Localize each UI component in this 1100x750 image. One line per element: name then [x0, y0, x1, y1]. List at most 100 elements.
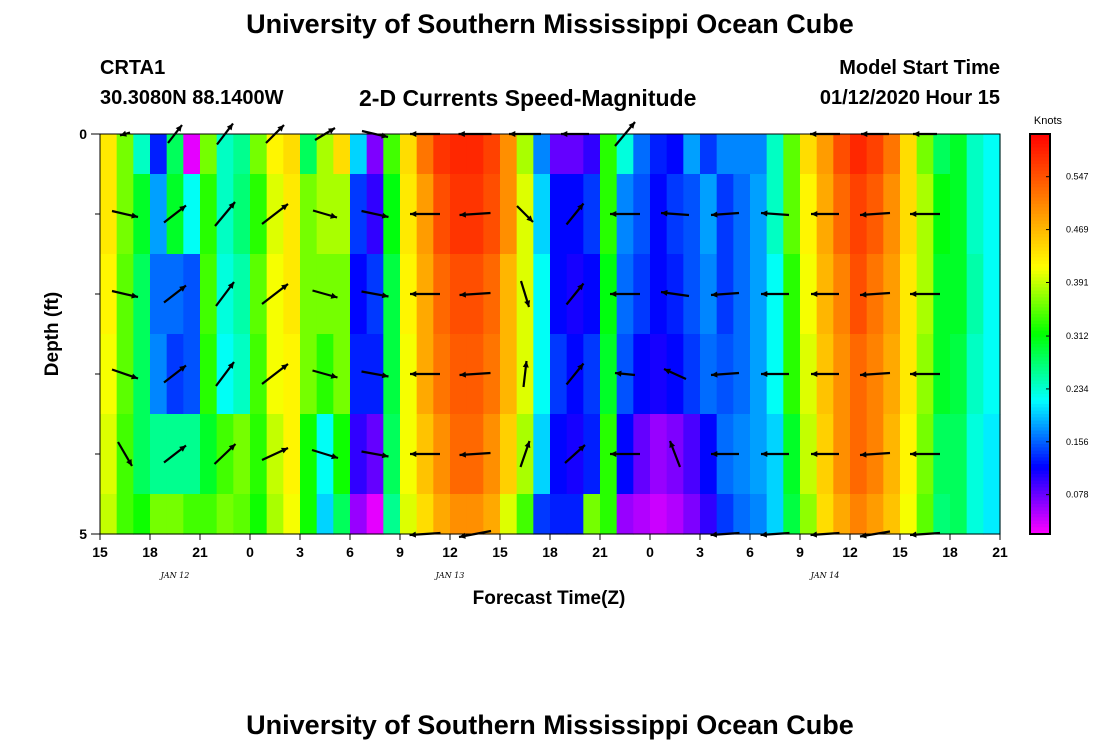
heatmap-cell: [900, 334, 918, 415]
colorbar-segment: [1030, 517, 1050, 522]
arrow-head: [577, 283, 584, 291]
heatmap-cell: [983, 494, 1001, 535]
heatmap-cell: [216, 494, 234, 535]
arrow-head: [860, 211, 867, 218]
heatmap-cell: [233, 494, 251, 535]
heatmap-cell: [333, 494, 351, 535]
colorbar-segment: [1030, 344, 1050, 348]
date-label: JAN 14: [809, 571, 840, 580]
heatmap-cell: [500, 134, 518, 175]
heatmap-cell: [733, 414, 751, 495]
colorbar-segment: [1030, 440, 1050, 445]
arrow-head: [226, 123, 233, 131]
heatmap-cell: [166, 134, 184, 175]
current-arrow: [760, 210, 790, 217]
heatmap-cell: [950, 414, 968, 495]
colorbar-segment: [1030, 470, 1050, 475]
arrow-head: [910, 211, 917, 217]
current-arrow: [111, 368, 139, 380]
heatmap-cell: [400, 414, 418, 495]
colorbar-segment: [1030, 147, 1050, 152]
colorbar-segment: [1030, 437, 1050, 442]
colorbar-segment: [1030, 387, 1050, 392]
arrow-head: [131, 292, 138, 299]
current-arrow: [261, 363, 289, 385]
x-tick-label: 6: [346, 544, 354, 560]
colorbar-segment: [1030, 290, 1050, 295]
arrow-head: [330, 292, 338, 299]
heatmap-cell: [283, 494, 301, 535]
heatmap-cell: [466, 134, 484, 175]
heatmap-cell: [800, 414, 818, 495]
date-label: JAN 12: [159, 571, 190, 580]
heatmap-cell: [533, 334, 551, 415]
colorbar-segment: [1030, 297, 1050, 302]
colorbar-segment: [1030, 530, 1050, 535]
heatmap-cell: [350, 414, 368, 495]
heatmap-cell: [233, 414, 251, 495]
heatmap-cell: [683, 254, 701, 335]
arrow-head: [526, 215, 533, 222]
arrow-head: [330, 372, 338, 379]
current-arrow: [660, 289, 690, 298]
heatmap-cell: [583, 414, 601, 495]
colorbar-segment: [1030, 220, 1050, 225]
colorbar-segment: [1030, 457, 1050, 462]
heatmap-cell: [650, 174, 668, 255]
current-arrow: [610, 451, 640, 457]
heatmap-cell: [600, 414, 618, 495]
colorbar-segment: [1030, 330, 1050, 335]
colorbar-segment: [1030, 304, 1050, 308]
arrow-head: [381, 452, 389, 459]
heatmap-cell: [283, 134, 301, 175]
x-tick-label: 6: [746, 544, 754, 560]
heatmap-cell: [700, 134, 718, 175]
current-arrow: [811, 291, 839, 297]
current-arrow: [522, 360, 529, 388]
arrow-head: [710, 531, 717, 538]
colorbar-segment: [1030, 487, 1050, 492]
heatmap-cell: [483, 334, 501, 415]
heatmap-cell: [250, 494, 268, 535]
heatmap-cell: [600, 174, 618, 255]
colorbar-segment: [1030, 347, 1050, 352]
heatmap-cell: [516, 134, 534, 175]
heatmap-cell: [700, 334, 718, 415]
heatmap-cell: [583, 134, 601, 175]
heatmap-cell: [566, 134, 584, 175]
heatmap-cell: [183, 254, 201, 335]
heatmap-cell: [883, 494, 901, 535]
heatmap-cell: [300, 174, 318, 255]
heatmap-cell: [600, 254, 618, 335]
heatmap-cell: [450, 334, 468, 415]
heatmap-cell: [733, 494, 751, 535]
heatmap-cell: [333, 174, 351, 255]
current-arrow: [910, 291, 940, 297]
heatmap-cell: [550, 134, 568, 175]
heatmap-cell: [333, 134, 351, 175]
heatmap-cell: [883, 414, 901, 495]
colorbar-segment: [1030, 287, 1050, 292]
current-arrow: [564, 444, 586, 464]
heatmap-cell: [433, 254, 451, 335]
heatmap-cell: [533, 134, 551, 175]
speed-heatmap: [100, 134, 1001, 535]
heatmap-cell: [650, 134, 668, 175]
arrow-head: [664, 368, 671, 375]
heatmap-cell: [966, 494, 984, 535]
colorbar-segment: [1030, 527, 1050, 532]
arrow-head: [860, 451, 867, 458]
colorbar-segment: [1030, 317, 1050, 322]
heatmap-cell: [500, 494, 518, 535]
colorbar-segment: [1030, 327, 1050, 332]
colorbar-segment: [1030, 374, 1050, 378]
heatmap-cell: [533, 174, 551, 255]
heatmap-cell: [850, 494, 868, 535]
colorbar-segment: [1030, 420, 1050, 425]
heatmap-cell: [800, 334, 818, 415]
heatmap-cell: [600, 494, 618, 535]
colorbar-segment: [1030, 337, 1050, 342]
current-arrow: [614, 370, 636, 377]
arrow-head: [175, 125, 182, 132]
colorbar-segment: [1030, 310, 1050, 315]
